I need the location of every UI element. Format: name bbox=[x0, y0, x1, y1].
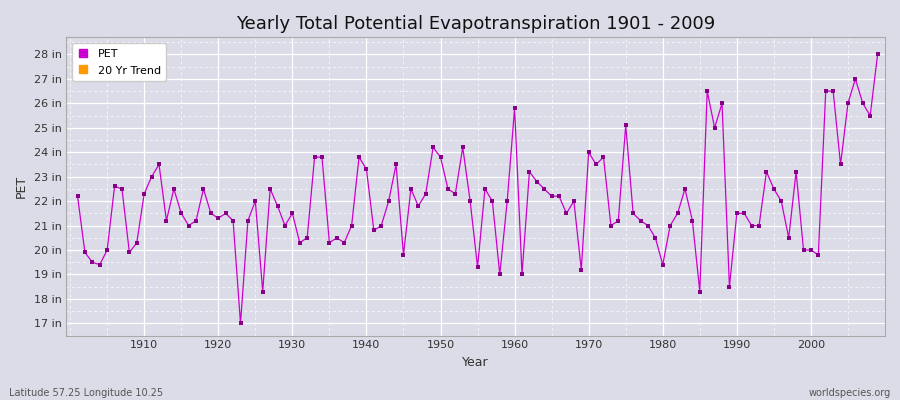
Text: Latitude 57.25 Longitude 10.25: Latitude 57.25 Longitude 10.25 bbox=[9, 388, 163, 398]
Legend: PET, 20 Yr Trend: PET, 20 Yr Trend bbox=[72, 43, 166, 81]
Y-axis label: PET: PET bbox=[15, 175, 28, 198]
Text: worldspecies.org: worldspecies.org bbox=[809, 388, 891, 398]
Title: Yearly Total Potential Evapotranspiration 1901 - 2009: Yearly Total Potential Evapotranspiratio… bbox=[236, 15, 716, 33]
X-axis label: Year: Year bbox=[463, 356, 489, 369]
